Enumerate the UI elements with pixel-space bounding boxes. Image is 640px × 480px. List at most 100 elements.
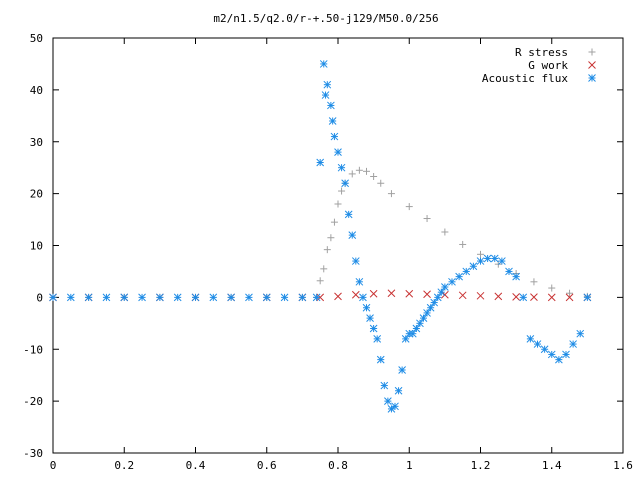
y-tick-label: -30 — [23, 447, 43, 460]
data-point — [490, 254, 499, 263]
data-point — [156, 293, 164, 302]
data-point — [323, 80, 332, 89]
data-point — [84, 293, 93, 302]
data-point — [280, 293, 289, 302]
legend-label: G work — [528, 59, 568, 72]
data-point — [533, 340, 542, 348]
data-point — [477, 250, 484, 258]
data-point — [405, 289, 414, 298]
data-point — [483, 254, 492, 263]
data-point — [455, 272, 463, 281]
plot-frame — [52, 37, 624, 454]
data-point — [363, 167, 370, 175]
y-tick-label: 40 — [30, 84, 43, 97]
data-point — [458, 291, 467, 300]
data-point — [433, 293, 442, 302]
data-point — [366, 314, 374, 322]
y-tick-label: 20 — [30, 188, 43, 201]
data-point — [376, 355, 385, 364]
data-point — [430, 298, 439, 307]
legend-marker — [588, 48, 596, 56]
data-point — [262, 293, 271, 302]
series-acoustic-flux — [49, 60, 592, 413]
data-point — [348, 170, 356, 178]
data-point — [334, 200, 342, 208]
x-tick-label: 0.6 — [257, 459, 277, 472]
data-point — [437, 288, 446, 297]
data-point — [334, 292, 342, 301]
data-point — [387, 289, 396, 298]
data-point — [321, 91, 330, 99]
data-point — [462, 267, 471, 276]
y-tick-label: 50 — [30, 32, 43, 45]
data-point — [512, 272, 520, 281]
data-point — [173, 293, 182, 302]
data-point — [412, 324, 421, 333]
legend-label: R stress — [515, 46, 568, 59]
data-point — [348, 231, 357, 239]
y-tick-label: -10 — [23, 343, 43, 356]
data-point — [540, 345, 549, 354]
data-point — [398, 366, 406, 374]
data-point — [191, 293, 200, 302]
data-point — [423, 309, 431, 317]
data-point — [565, 293, 574, 302]
data-point — [401, 335, 410, 343]
data-point — [387, 190, 395, 198]
data-point — [526, 335, 535, 343]
data-point — [583, 293, 592, 302]
y-tick-label: 10 — [30, 240, 43, 253]
data-point — [245, 293, 253, 302]
data-point — [530, 293, 538, 301]
series-g-work — [49, 289, 592, 302]
data-point — [405, 329, 414, 338]
data-point — [102, 293, 111, 302]
x-tick-label: 1 — [406, 459, 413, 472]
data-point — [555, 355, 563, 364]
data-point — [330, 132, 339, 141]
y-tick-label: 30 — [30, 136, 43, 149]
y-tick-label: -20 — [23, 395, 43, 408]
data-point — [394, 386, 403, 395]
data-point — [441, 228, 449, 236]
data-point — [327, 101, 335, 110]
data-point — [423, 215, 431, 223]
data-point — [359, 293, 367, 302]
data-point — [566, 289, 574, 297]
data-point — [494, 292, 503, 301]
x-tick-label: 0.8 — [328, 459, 348, 472]
data-point — [227, 293, 235, 302]
data-point — [530, 278, 538, 286]
data-point — [562, 350, 570, 359]
plot-series — [49, 60, 592, 413]
data-point — [298, 293, 307, 302]
axes: 0 0.2 0.4 0.6 0.8 1 1.2 1.4 1.6 -30 -20 -10 0 10 20 30 4… — [23, 32, 633, 472]
data-point — [319, 60, 328, 68]
data-point — [408, 329, 417, 338]
data-point — [355, 166, 363, 174]
data-point — [373, 335, 382, 343]
data-point — [384, 397, 392, 405]
data-point — [476, 257, 485, 265]
legend-label: Acoustic flux — [482, 72, 568, 85]
legend-marker — [588, 74, 596, 82]
data-point — [459, 240, 467, 248]
data-point — [138, 293, 146, 302]
data-point — [476, 291, 485, 300]
data-point — [369, 289, 378, 298]
x-tick-label: 0.2 — [114, 459, 134, 472]
data-point — [316, 277, 324, 285]
data-point — [416, 319, 424, 328]
data-point — [423, 290, 431, 299]
data-point — [405, 203, 413, 211]
data-point — [49, 293, 57, 302]
data-point — [569, 340, 577, 348]
x-tick-label: 0.4 — [186, 459, 206, 472]
data-point — [316, 158, 325, 167]
legend-marker — [588, 61, 596, 69]
data-point — [391, 402, 399, 411]
x-tick-label: 0 — [50, 459, 57, 472]
data-point — [380, 381, 389, 390]
data-point — [369, 324, 378, 333]
